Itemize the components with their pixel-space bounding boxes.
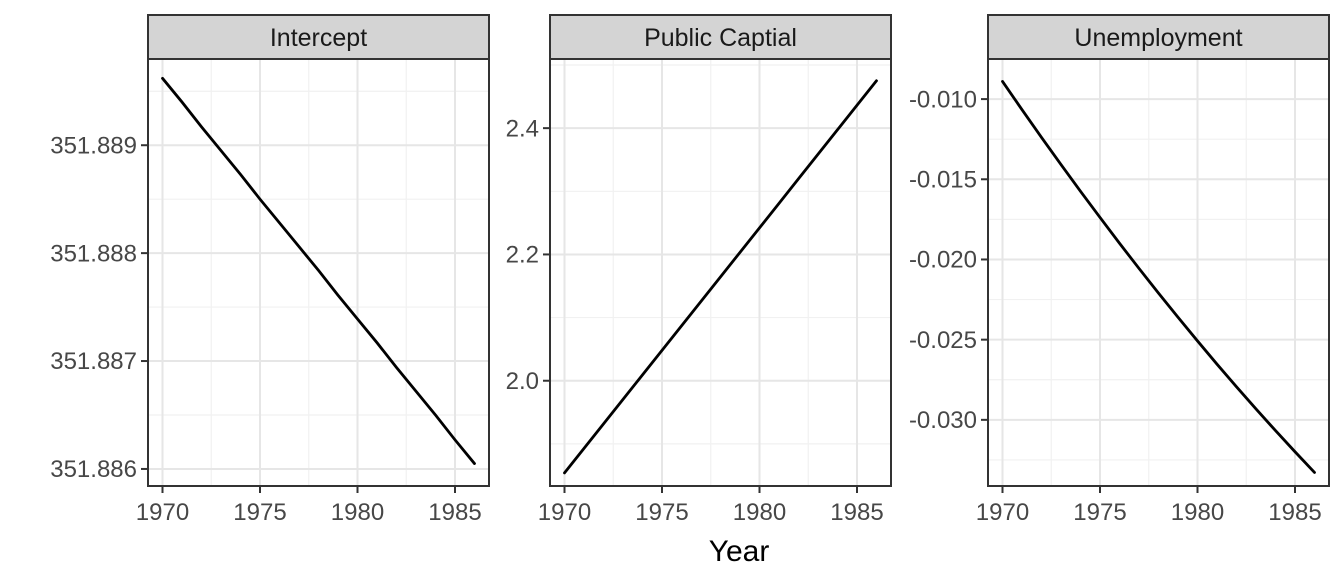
- y-tick-label: 351.888: [50, 240, 137, 267]
- x-tick-label: 1985: [428, 499, 481, 526]
- y-tick-label: 351.887: [50, 348, 137, 375]
- x-tick-label: 1975: [233, 499, 286, 526]
- x-tick-label: 1970: [538, 499, 591, 526]
- facet-strip-label: Intercept: [270, 24, 367, 52]
- y-tick-label: 2.2: [506, 242, 539, 269]
- facet-panel: Unemployment -0.030 -0.025 -0.020 -0.015 -0.0…: [909, 14, 1330, 526]
- minor-gridlines: [988, 59, 1329, 486]
- x-tick-label: 1985: [830, 499, 883, 526]
- facet-strip: [549, 14, 892, 60]
- y-tick-label: -0.010: [909, 86, 977, 113]
- facet-strip-label: Public Captial: [644, 24, 797, 52]
- x-tick-label: 1980: [1171, 499, 1224, 526]
- x-tick-label: 1975: [1073, 499, 1126, 526]
- panel-background: [550, 59, 891, 486]
- minor-gridlines: [550, 59, 891, 486]
- trend-line: [161, 76, 476, 465]
- y-tick-label: 351.886: [50, 456, 137, 483]
- x-axis-title: Year: [708, 535, 770, 568]
- major-gridlines: [550, 59, 891, 486]
- x-tick-label: 1970: [136, 499, 189, 526]
- x-tick-label: 1970: [976, 499, 1029, 526]
- x-tick-label: 1980: [331, 499, 384, 526]
- y-tick-label: 2.4: [506, 115, 539, 142]
- x-tick-label: 1980: [733, 499, 786, 526]
- trend-line: [1001, 80, 1316, 474]
- panel-background: [988, 59, 1329, 486]
- facet-strip-label: Unemployment: [1074, 24, 1242, 52]
- y-tick-label: -0.025: [909, 327, 977, 354]
- facet-panel: Intercept 351.886 351.887 351.888 351.889 197…: [50, 14, 490, 526]
- x-tick-label: 1985: [1268, 499, 1321, 526]
- y-tick-label: -0.020: [909, 247, 977, 274]
- facet-strip: [987, 14, 1330, 60]
- x-tick-label: 1975: [635, 499, 688, 526]
- minor-gridlines: [148, 59, 489, 486]
- y-tick-label: -0.015: [909, 166, 977, 193]
- facet-strip: [147, 14, 490, 60]
- major-gridlines: [148, 59, 489, 486]
- y-tick-label: 2.0: [506, 368, 539, 395]
- major-gridlines: [988, 59, 1329, 486]
- facet-panel: Public Captial 2.0 2.2 2.4 1970 1975 1980 1985: [506, 14, 892, 526]
- y-tick-label: 351.889: [50, 132, 137, 159]
- y-tick-label: -0.030: [909, 407, 977, 434]
- trend-line: [563, 79, 878, 475]
